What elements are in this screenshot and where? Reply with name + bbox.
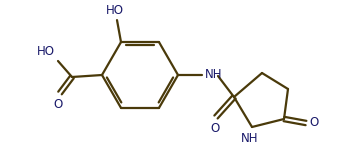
- Text: HO: HO: [37, 45, 55, 58]
- Text: NH: NH: [205, 67, 222, 81]
- Text: HO: HO: [106, 4, 124, 17]
- Text: O: O: [53, 98, 63, 111]
- Text: O: O: [309, 117, 318, 129]
- Text: NH: NH: [241, 132, 259, 145]
- Text: O: O: [210, 122, 220, 135]
